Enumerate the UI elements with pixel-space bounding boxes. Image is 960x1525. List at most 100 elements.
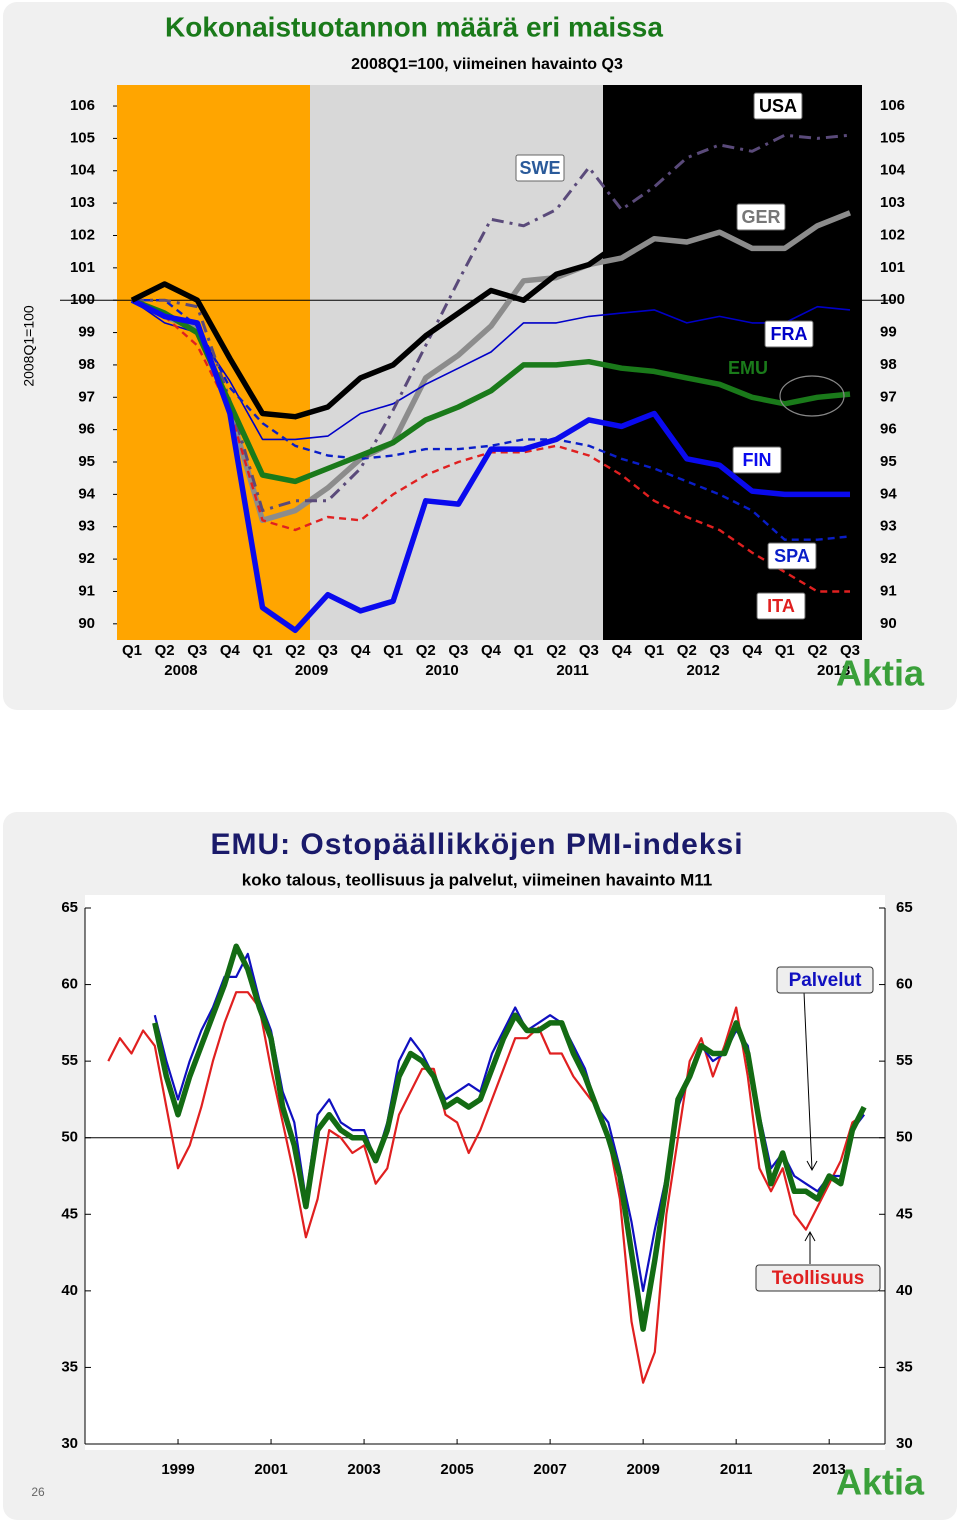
series-line [152,943,867,1332]
series-label: GER [741,207,780,227]
series-label: ITA [767,596,795,616]
x-tick-label: Q2 [285,642,305,659]
year-label: 2011 [556,662,589,679]
x-tick-label: Q4 [742,642,763,659]
x-tick-label: Q2 [677,642,697,659]
arrow-head [804,1230,816,1242]
plot-area [85,895,885,1450]
x-tick-label: Q3 [318,642,338,659]
series-label: USA [759,96,797,116]
x-tick-label: 2013 [812,1461,845,1478]
y-tick-label: 102 [70,226,95,243]
x-tick-label: 2009 [626,1461,659,1478]
series-line [132,133,851,513]
label-box [767,542,817,570]
x-tick-label: 2011 [720,1461,753,1478]
label-box [753,92,803,120]
y-tick-label: 99 [78,324,95,341]
x-tick-label: 2005 [440,1461,473,1478]
series-line [130,297,850,634]
x-tick-label: Q4 [220,642,241,659]
series-line [130,297,851,485]
series-label: SWE [519,158,560,178]
y-tick-label: 97 [78,388,95,405]
label-box [736,203,786,231]
year-label: 2010 [425,662,458,679]
label-box [732,446,782,474]
arrow-head [806,1160,818,1172]
y-tick-label-right: 106 [880,97,905,114]
y-tick-label: 100 [70,291,95,308]
y-tick-label: 35 [61,1358,78,1375]
y-tick-label-right: 98 [880,356,897,373]
y-tick-label: 60 [61,976,78,993]
y-tick-label-right: 91 [880,582,897,599]
y-tick-label: 65 [61,899,78,916]
y-tick-label: 96 [78,421,95,438]
y-tick-label-right: 103 [880,194,905,211]
y-tick-label-right: 105 [880,129,905,146]
chart-1: 90 90 91 91 92 92 93 93 94 94 95 95 96 96 97 97 98 98 99 99… [60,92,906,679]
year-label: 2009 [295,662,328,679]
y-tick-label-right: 94 [880,485,897,502]
y-tick-label-right: 95 [880,453,897,470]
x-tick-label: Q1 [644,642,664,659]
label-box [776,966,874,994]
y-tick-label-right: 104 [880,162,906,179]
label-box [756,592,806,620]
x-tick-label: Q2 [546,642,566,659]
x-tick-label: Q3 [448,642,468,659]
y-tick-label-right: 60 [896,976,913,993]
x-tick-label: Q1 [122,642,142,659]
period-band [603,85,862,640]
y-tick-label-right: 40 [896,1282,913,1299]
annotation-arrow [803,991,813,1171]
label-box [515,154,565,182]
x-tick-label: Q2 [155,642,175,659]
y-tick-label: 104 [70,162,96,179]
y-tick-label-right: 55 [896,1052,913,1069]
x-tick-label: 2003 [347,1461,380,1478]
y-tick-label: 103 [70,194,95,211]
x-tick-label: Q1 [383,642,403,659]
y-tick-label: 105 [70,129,95,146]
y-tick-label-right: 90 [880,615,897,632]
logo: Aktia [836,1462,925,1503]
year-label: 2008 [164,662,197,679]
y-tick-label: 50 [61,1129,78,1146]
chart-title: Kokonaistuotannon määrä eri maissa [165,11,663,42]
x-tick-label: Q1 [514,642,534,659]
y-tick-label: 93 [78,518,95,535]
y-tick-label: 40 [61,1282,78,1299]
x-tick-label: Q2 [416,642,436,659]
page-number: 26 [31,1485,45,1499]
x-tick-label: Q4 [481,642,502,659]
chart-subtitle: koko talous, teollisuus ja palvelut, vii… [242,870,712,889]
y-tick-label: 98 [78,356,95,373]
y-tick-label: 94 [78,485,95,502]
series-label: FRA [771,324,808,344]
y-tick-label-right: 45 [896,1205,913,1222]
series-label: EMU [728,358,768,378]
x-tick-label: 2001 [254,1461,287,1478]
highlight-ellipse [779,375,845,417]
y-tick-label: 30 [61,1435,78,1452]
series-label: FIN [743,450,772,470]
y-tick-label-right: 50 [896,1129,913,1146]
y-tick-label-right: 97 [880,388,897,405]
x-tick-label: 1999 [161,1461,194,1478]
year-label: 2013 [817,662,850,679]
x-tick-label: Q3 [579,642,599,659]
x-tick-label: 2007 [533,1461,566,1478]
y-tick-label: 95 [78,453,95,470]
series-line [131,299,851,441]
y-tick-label-right: 93 [880,518,897,535]
series-label: SPA [774,546,810,566]
x-tick-label: Q2 [807,642,827,659]
x-tick-label: Q3 [187,642,207,659]
y-tick-label: 101 [70,259,95,276]
x-tick-label: Q3 [840,642,860,659]
y-tick-label-right: 100 [880,291,905,308]
